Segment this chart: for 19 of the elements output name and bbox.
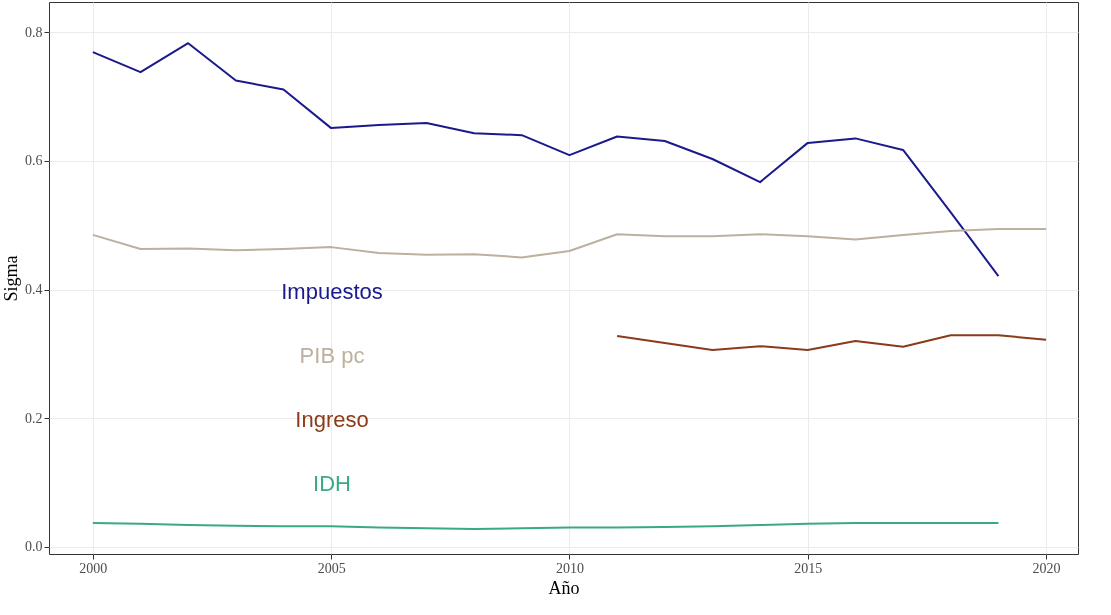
y-tick-label: 0.2: [25, 410, 43, 426]
x-tick-label: 2000: [79, 560, 108, 576]
line-series: [91, 228, 1048, 259]
y-tick-label: 0.4: [25, 282, 43, 298]
line-series: [91, 42, 1000, 278]
x-tick-label: 2005: [317, 560, 346, 576]
y-tick-label: 0.0: [25, 539, 43, 555]
text: PIB pc: [299, 343, 365, 368]
y-tick-label: 0.8: [25, 24, 43, 40]
x-axis-title: Año: [548, 577, 580, 598]
x-tick-label: 2010: [555, 560, 584, 576]
x-tick-label: 2020: [1032, 560, 1061, 576]
series-label: IDH: [313, 471, 351, 496]
line-series: [616, 334, 1048, 352]
x-tick-label: 2015: [794, 560, 823, 576]
text: Ingreso: [295, 407, 369, 432]
y-axis-title: Sigma: [1, 255, 21, 302]
text: Impuestos: [281, 279, 383, 304]
y-tick-label: 0.6: [25, 153, 43, 169]
